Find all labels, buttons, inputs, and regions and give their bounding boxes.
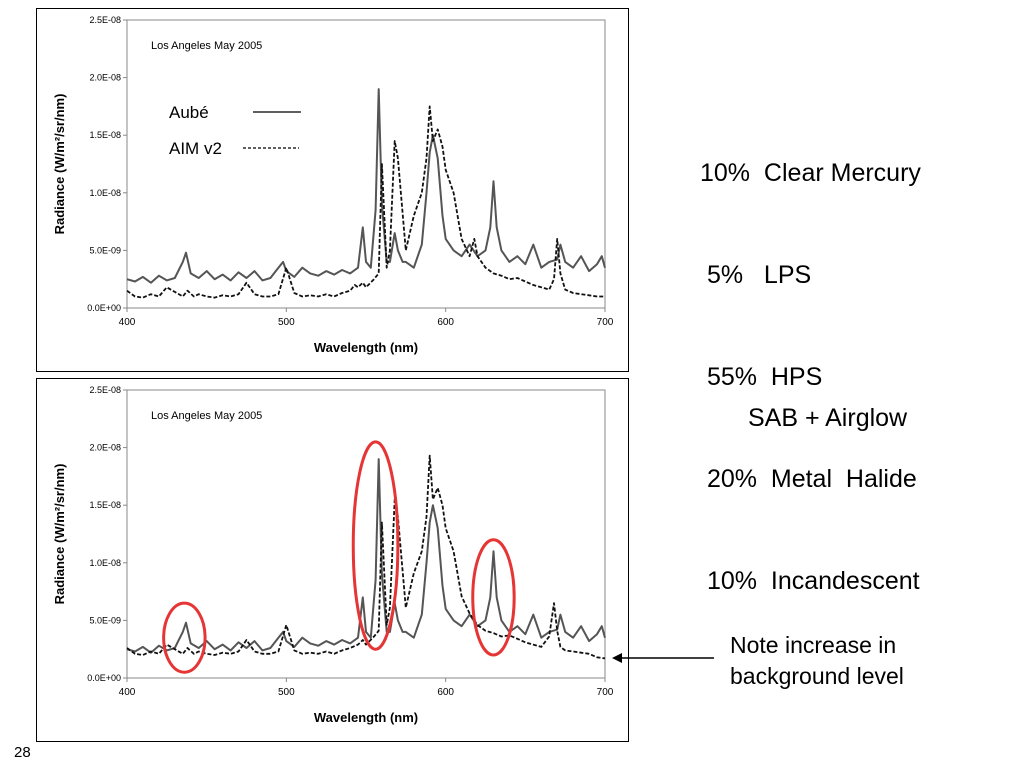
x-axis-label: Wavelength (nm) (314, 710, 418, 725)
note-line: background level (730, 663, 904, 689)
note-text: Note increase in background level (730, 630, 904, 692)
arrow-head (612, 653, 622, 663)
y-tick-label: 5.0E-09 (89, 615, 121, 625)
y-tick-label: 1.0E-08 (89, 558, 121, 568)
chart-title: Los Angeles May 2005 (151, 410, 262, 422)
mix-line: 10% Incandescent (700, 567, 920, 595)
y-tick-label: 0.0E+00 (87, 673, 121, 683)
y-tick-label: 1.0E-08 (89, 188, 121, 198)
y-tick-label: 1.5E-08 (89, 500, 121, 510)
highlight-ellipse (162, 601, 207, 674)
x-tick-label: 500 (278, 317, 295, 328)
aim-v2-series-line (126, 454, 606, 660)
legend-label: AIM v2 (169, 139, 222, 158)
top-spectrum-chart: 0.0E+00 5.0E-09 1.0E-08 1.5E-08 2.0E-08 2.5E-… (52, 15, 614, 355)
sab-airglow-label: SAB + Airglow (748, 404, 908, 432)
y-tick-label: 5.0E-09 (89, 245, 121, 255)
x-tick-label: 400 (119, 687, 136, 698)
mix-line: 5% LPS (700, 261, 812, 289)
mix-line: 55% HPS (700, 363, 823, 391)
bottom-spectrum-chart: 0.0E+00 5.0E-09 1.0E-08 1.5E-08 2.0E-08 2.5E-… (52, 385, 614, 725)
y-tick-label: 2.0E-08 (89, 443, 121, 453)
aube-series-line (126, 458, 606, 654)
note-line: Note increase in (730, 632, 897, 658)
lamp-mix-list: 10% Clear Mercury 5% LPS 55% HPS 20% Met… (700, 88, 921, 632)
x-tick-label: 500 (278, 687, 295, 698)
slide-number: 28 (14, 744, 31, 761)
y-tick-label: 2.5E-08 (89, 385, 121, 395)
legend-label: Aubé (169, 103, 209, 122)
x-tick-label: 600 (437, 317, 454, 328)
aube-series-line (126, 88, 606, 284)
x-tick-label: 700 (597, 317, 614, 328)
top-chart-panel: 0.0E+00 5.0E-09 1.0E-08 1.5E-08 2.0E-08 2.5E-… (36, 8, 629, 372)
plot-frame (126, 389, 606, 679)
y-tick-label: 2.0E-08 (89, 73, 121, 83)
y-tick-label: 1.5E-08 (89, 130, 121, 140)
highlight-ellipse (351, 440, 400, 651)
y-tick-label: 2.5E-08 (89, 15, 121, 25)
plot-frame (126, 19, 606, 309)
mix-line: 10% Clear Mercury (700, 159, 921, 187)
x-axis-label: Wavelength (nm) (314, 340, 418, 355)
y-axis-label: Radiance (W/m²/sr/nm) (52, 94, 67, 235)
chart-title: Los Angeles May 2005 (151, 40, 262, 52)
x-tick-label: 700 (597, 687, 614, 698)
y-axis-label: Radiance (W/m²/sr/nm) (52, 464, 67, 605)
mix-line: 20% Metal Halide (700, 465, 917, 493)
note-arrow (612, 653, 714, 663)
highlight-ellipse (471, 538, 516, 657)
bottom-chart-panel: 0.0E+00 5.0E-09 1.0E-08 1.5E-08 2.0E-08 2.5E-… (36, 378, 629, 742)
x-tick-label: 400 (119, 317, 136, 328)
aim-v2-series-line (126, 105, 605, 299)
y-tick-label: 0.0E+00 (87, 303, 121, 313)
x-tick-label: 600 (437, 687, 454, 698)
